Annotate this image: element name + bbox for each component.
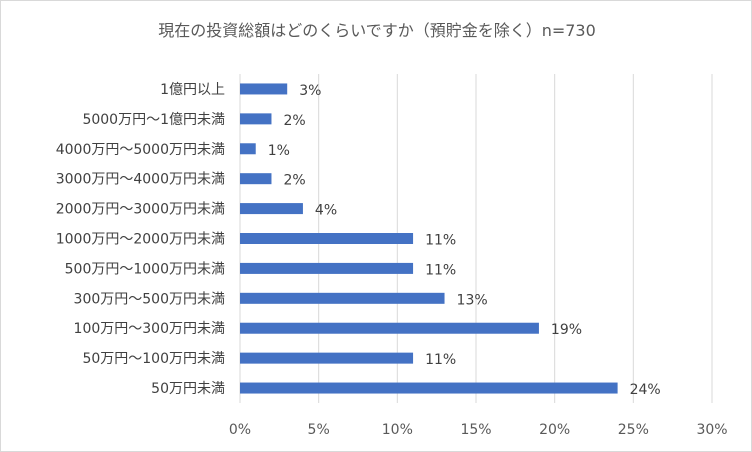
x-tick-label: 0%: [229, 422, 251, 438]
data-label: 2%: [283, 173, 305, 189]
bar: [240, 262, 414, 274]
category-labels: 1億円以上 5000万円～1億円未満 4000万円～5000万円未満 3000万円～4…: [56, 82, 225, 397]
data-labels: 3%2%1%2%4%11%11%13%19%11%24%: [268, 83, 661, 398]
category-label: 4000万円～5000万円未満: [56, 142, 225, 158]
bar: [240, 352, 414, 364]
bar: [240, 173, 272, 185]
x-tick-label: 20%: [539, 422, 570, 438]
bar: [240, 322, 539, 334]
bar: [240, 143, 256, 155]
category-label: 50万円未満: [151, 381, 225, 397]
category-label: 100万円～300万円未満: [74, 321, 225, 337]
bar: [240, 292, 445, 304]
category-label: 1億円以上: [160, 82, 225, 98]
data-label: 11%: [425, 262, 456, 278]
data-label: 3%: [299, 83, 321, 99]
bar: [240, 203, 303, 215]
data-label: 24%: [630, 382, 661, 398]
bars: [240, 83, 618, 394]
x-tick-label: 30%: [696, 422, 727, 438]
category-label: 1000万円～2000万円未満: [56, 232, 225, 248]
data-label: 1%: [268, 143, 290, 159]
bar: [240, 382, 618, 394]
category-label: 2000万円～3000万円未満: [56, 202, 225, 218]
x-tick-label: 10%: [382, 422, 413, 438]
bar: [240, 83, 288, 95]
category-label: 5000万円～1億円未満: [82, 112, 225, 128]
category-label: 500万円～1000万円未満: [65, 261, 225, 277]
data-label: 13%: [457, 292, 488, 308]
chart-title: 現在の投資総額はどのくらいですか（預貯金を除く）n=730: [158, 21, 596, 40]
data-label: 19%: [551, 322, 582, 338]
data-label: 4%: [315, 203, 337, 219]
data-label: 11%: [425, 352, 456, 368]
data-label: 2%: [283, 113, 305, 129]
category-label: 300万円～500万円未満: [74, 291, 225, 307]
x-axis-tick-labels: 0% 5% 10% 15% 20% 25% 30%: [229, 422, 728, 438]
category-label: 50万円～100万円未満: [82, 351, 225, 367]
x-tick-label: 5%: [308, 422, 330, 438]
category-label: 3000万円～4000万円未満: [56, 172, 225, 188]
x-tick-label: 15%: [460, 422, 491, 438]
bar: [240, 233, 414, 244]
bar: [240, 113, 272, 125]
data-label: 11%: [425, 233, 456, 249]
x-tick-label: 25%: [618, 422, 649, 438]
